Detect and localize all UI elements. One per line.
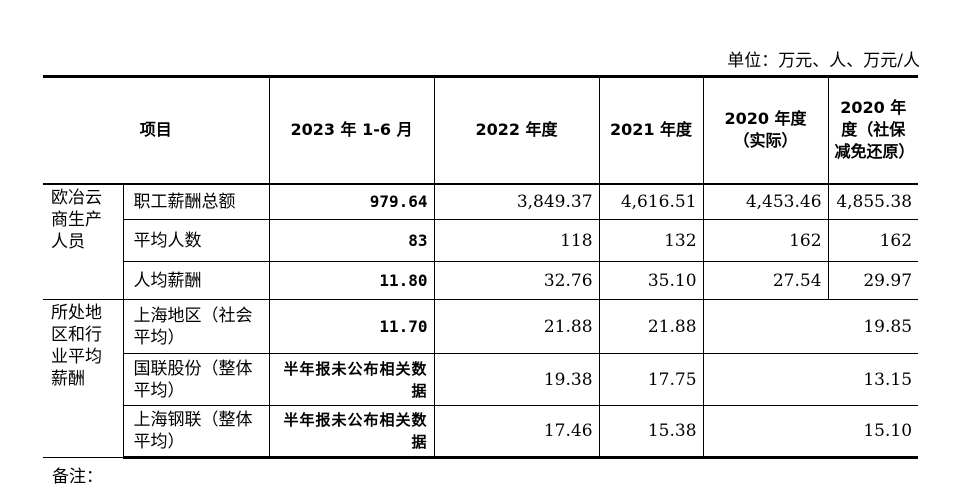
cell-2020-restored: 162 [827, 219, 919, 262]
cell-2022: 19.38 [433, 353, 600, 406]
note-label: 备注： [52, 467, 103, 487]
unit-label: 单位：万元、人、万元/人 [727, 51, 920, 71]
table-header-row: 项目 2023 年 1-6 月 2022 年度 2021 年度 2020 年度（… [43, 75, 919, 185]
row-item-label: 上海钢联（整体平均） [123, 405, 270, 459]
cell-2023h1: 83 [268, 219, 435, 262]
cell-2021: 21.88 [598, 299, 704, 354]
header-2020-restored: 2020 年度（社保减免还原） [827, 75, 919, 185]
header-2020-actual: 2020 年度（实际） [702, 75, 829, 185]
cell-2021: 15.38 [598, 405, 704, 459]
cell-2020-restored: 29.97 [827, 261, 919, 300]
table-row: 所处地区和行业平均薪酬 上海地区（社会平均） 11.70 21.88 21.88… [43, 299, 919, 458]
table-row: 上海钢联（整体平均） 半年报未公布相关数据 17.46 15.38 15.10 [43, 405, 919, 459]
group-label-company-staff: 欧冶云商生产人员 [43, 183, 124, 300]
row-item-label: 职工薪酬总额 [122, 183, 270, 220]
cell-2021: 132 [598, 219, 704, 262]
cell-2023h1: 979.64 [268, 183, 435, 220]
header-2021: 2021 年度 [598, 75, 704, 185]
cell-2022: 118 [433, 219, 600, 262]
cell-2021: 35.10 [598, 261, 704, 300]
cell-2022: 3,849.37 [433, 183, 600, 220]
cell-2020-actual: 162 [702, 219, 829, 262]
row-item-label: 国联股份（整体平均） [123, 353, 270, 406]
table-row: 人均薪酬 11.80 32.76 35.10 27.54 29.97 [43, 261, 919, 300]
table-row: 国联股份（整体平均） 半年报未公布相关数据 19.38 17.75 13.15 [43, 353, 919, 406]
table-row: 欧冶云商生产人员 职工薪酬总额 979.64 3,849.37 4,616.51… [43, 183, 919, 300]
cell-2021: 4,616.51 [598, 183, 704, 220]
salary-comparison-table: 项目 2023 年 1-6 月 2022 年度 2021 年度 2020 年度（… [43, 75, 919, 459]
table-row: 平均人数 83 118 132 162 162 [43, 219, 919, 262]
header-2022: 2022 年度 [433, 75, 600, 185]
header-2023h1: 2023 年 1-6 月 [268, 75, 435, 185]
cell-2020-merged: 19.85 [702, 299, 919, 354]
cell-2020-merged: 15.10 [702, 405, 919, 459]
cell-2020-actual: 27.54 [702, 261, 829, 300]
row-item-label: 上海地区（社会平均） [122, 299, 270, 354]
cell-2022: 32.76 [433, 261, 600, 300]
cell-2020-restored: 4,855.38 [827, 183, 919, 220]
cell-2020-merged: 13.15 [702, 353, 919, 406]
row-item-label: 平均人数 [123, 219, 270, 262]
header-item: 项目 [43, 75, 270, 185]
cell-2022: 21.88 [433, 299, 600, 354]
group-label-region-industry: 所处地区和行业平均薪酬 [43, 299, 124, 458]
row-item-label: 人均薪酬 [123, 261, 270, 300]
cell-2023h1: 11.70 [268, 299, 435, 354]
cell-2023h1: 11.80 [268, 261, 435, 300]
cell-2023h1: 半年报未公布相关数据 [268, 405, 435, 459]
cell-2023h1: 半年报未公布相关数据 [268, 353, 435, 406]
cell-2020-actual: 4,453.46 [702, 183, 829, 220]
cell-2021: 17.75 [598, 353, 704, 406]
cell-2022: 17.46 [433, 405, 600, 459]
